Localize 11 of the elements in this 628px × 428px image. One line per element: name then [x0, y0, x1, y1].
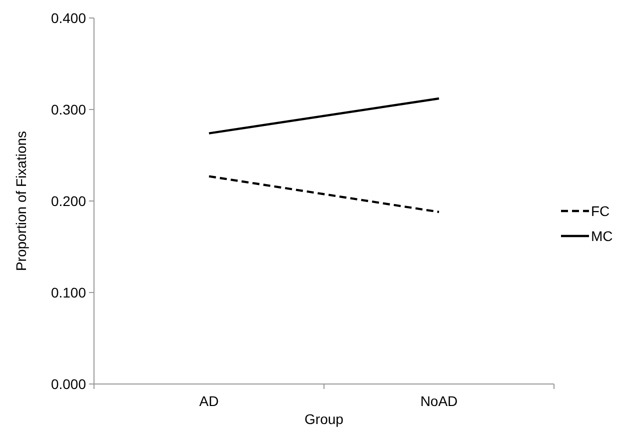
- y-tick-label: 0.000: [50, 376, 86, 392]
- y-tick-label: 0.300: [50, 101, 86, 118]
- y-axis-title: Proportion of Fixations: [13, 130, 29, 272]
- x-tick-label: AD: [199, 393, 219, 409]
- x-axis-title: Group: [304, 411, 344, 427]
- y-tick-label: 0.200: [50, 192, 86, 209]
- legend-label: FC: [591, 202, 610, 219]
- x-tick-label: NoAD: [420, 393, 458, 409]
- legend-label: MC: [591, 228, 613, 244]
- y-tick-label: 0.100: [50, 284, 86, 300]
- y-tick-label: 0.400: [50, 10, 86, 26]
